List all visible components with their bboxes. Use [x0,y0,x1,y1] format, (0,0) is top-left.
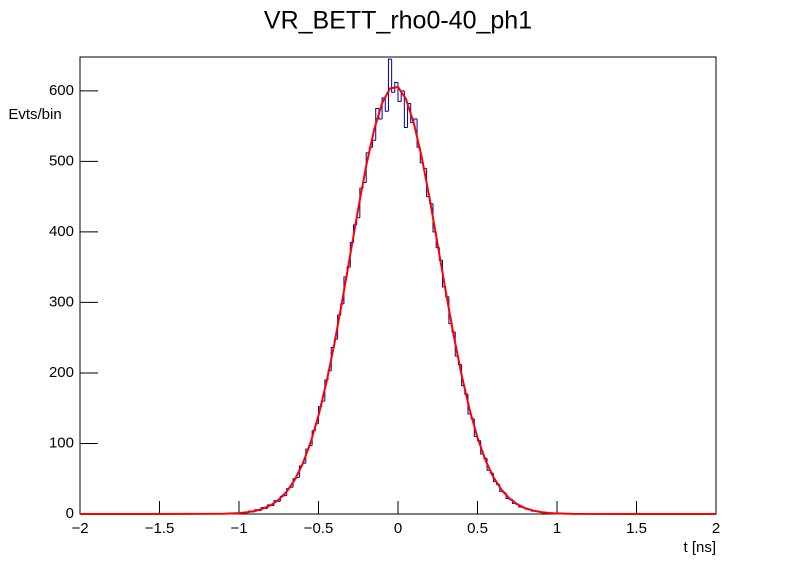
plot-frame [79,56,717,515]
y-tick-label: 0 [66,505,74,522]
x-tick-label: 0 [394,520,402,537]
x-tick-label: −2 [71,520,88,537]
x-tick-label: 1.5 [626,520,647,537]
y-tick-label: 600 [49,82,74,99]
y-tick-label: 200 [49,364,74,381]
y-tick-label: 400 [49,223,74,240]
histogram-bin [283,495,287,497]
x-tick-label: 0.5 [467,520,488,537]
histogram-bin [375,107,379,141]
histogram-bin [403,90,408,129]
histogram-bin [394,81,398,93]
histogram-bin [384,97,389,112]
histogram-bin [391,59,395,93]
y-tick-label: 500 [49,152,74,169]
chart-title: VR_BETT_rho0-40_ph1 [264,7,532,35]
fit-curve [80,85,716,515]
x-tick-label: −1 [230,520,247,537]
x-tick-label: 2 [712,520,720,537]
x-axis-label: t [ns] [683,539,716,556]
x-tick-label: −1.5 [145,520,175,537]
histogram-bin [387,58,392,112]
histogram-bin [372,139,376,148]
y-tick-label: 100 [49,434,74,451]
y-axis-label: Evts/bin [8,106,61,123]
x-tick-label: 1 [553,520,561,537]
x-tick-label: −0.5 [304,520,334,537]
y-tick-label: 300 [49,293,74,310]
